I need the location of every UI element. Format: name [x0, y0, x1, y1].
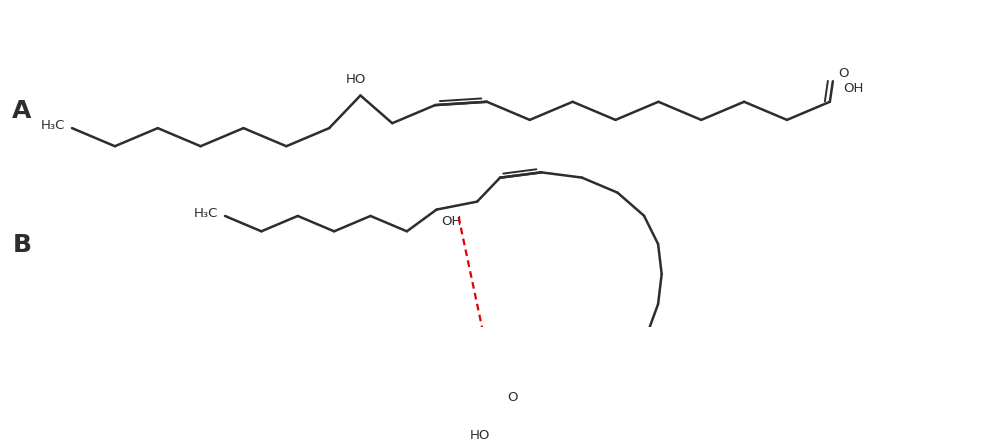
Text: O: O [838, 67, 849, 80]
Text: OH: OH [441, 215, 461, 228]
Text: H₃C: H₃C [193, 207, 218, 219]
Text: HO: HO [345, 73, 365, 86]
Text: B: B [12, 233, 31, 257]
Text: HO: HO [469, 429, 489, 442]
Text: OH: OH [843, 82, 863, 95]
Text: H₃C: H₃C [41, 118, 65, 132]
Text: O: O [507, 391, 518, 404]
Text: A: A [12, 99, 32, 123]
